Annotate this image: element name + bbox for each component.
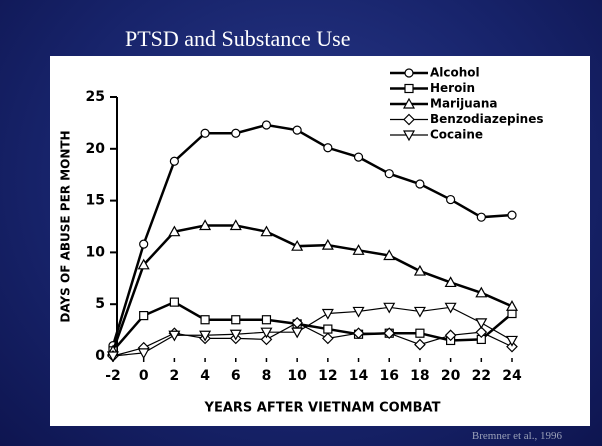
y-tick-label: 0	[95, 348, 105, 364]
y-axis-label: DAYS OF ABUSE PER MONTH	[59, 130, 73, 322]
x-tick-label: 20	[441, 368, 461, 384]
legend-label: Benzodiazepines	[430, 112, 544, 126]
legend-marker	[402, 97, 416, 109]
data-point	[200, 128, 210, 138]
data-point	[446, 194, 456, 205]
data-point	[352, 327, 365, 340]
data-point	[291, 239, 304, 251]
x-tick-label: 6	[231, 368, 241, 384]
data-point	[229, 329, 242, 341]
source: Bremner et al., 1996	[471, 430, 562, 442]
x-axis-label: YEARS AFTER VIETNAM COMBAT	[204, 401, 441, 416]
x-tick-label: 14	[349, 368, 369, 384]
x-tick-label: 24	[502, 368, 522, 384]
data-point	[199, 330, 212, 342]
data-point	[475, 326, 488, 339]
legend-marker	[402, 130, 416, 142]
series-line	[112, 322, 513, 357]
x-tick-label: 10	[287, 368, 307, 384]
data-point	[415, 179, 425, 189]
x-tick-label: 18	[410, 368, 429, 384]
chart-panel: 0 5 10 15 20 25 -2 0 2 4 6 8 10 12 14 16 18 20 22 24 YEARS A…	[50, 56, 590, 426]
data-point	[413, 306, 426, 318]
data-point	[415, 328, 425, 338]
data-point	[200, 315, 210, 325]
data-point	[444, 302, 457, 314]
data-point	[292, 125, 302, 135]
data-point	[505, 300, 519, 311]
data-point	[229, 219, 242, 231]
x-tick-label: 8	[262, 368, 272, 384]
data-point	[260, 225, 273, 237]
data-point	[352, 244, 365, 255]
data-point	[323, 324, 333, 334]
legend-label: Heroin	[430, 81, 475, 95]
data-point	[352, 306, 365, 318]
data-point	[353, 152, 364, 162]
data-point	[505, 335, 519, 347]
data-point	[383, 327, 396, 340]
data-point	[168, 225, 181, 237]
series-line	[112, 300, 513, 352]
slide-title: PTSD and Substance Use	[125, 26, 351, 51]
data-point	[321, 308, 334, 320]
data-point	[444, 276, 457, 288]
y-tick-label: 5	[95, 296, 105, 312]
data-point	[291, 327, 304, 339]
y-tick-label: 20	[86, 141, 106, 157]
x-tick-label: 22	[472, 368, 491, 384]
data-point	[475, 318, 488, 330]
legend-marker	[404, 68, 414, 78]
data-point	[168, 330, 181, 342]
data-point	[231, 315, 241, 325]
data-point	[106, 351, 120, 363]
data-point	[199, 219, 212, 231]
series-line	[111, 123, 513, 347]
legend-label: Marijuana	[430, 97, 497, 111]
data-point	[137, 258, 150, 270]
data-point	[261, 120, 272, 130]
series-line	[111, 224, 513, 352]
data-point	[169, 156, 179, 166]
legend-label: Alcohol	[430, 66, 480, 80]
x-tick-label: 2	[170, 368, 180, 384]
data-point	[475, 286, 488, 298]
legend-marker	[404, 83, 414, 94]
legend-label: Cocaine	[430, 128, 483, 142]
data-point	[260, 327, 273, 339]
x-tick-label: 4	[200, 368, 210, 384]
data-point	[321, 238, 334, 250]
data-point	[139, 239, 149, 249]
data-point	[507, 210, 517, 220]
data-point	[413, 264, 426, 276]
data-point	[384, 169, 394, 179]
x-tick-label: -2	[105, 368, 121, 384]
legend-marker	[403, 113, 415, 126]
x-tick-label: 16	[379, 368, 398, 384]
data-point	[414, 338, 426, 351]
data-point	[383, 302, 396, 314]
data-point	[260, 333, 273, 346]
x-tick-label: 12	[318, 368, 337, 384]
data-point	[323, 143, 333, 153]
data-point	[383, 249, 396, 261]
y-tick-label: 15	[86, 193, 105, 209]
data-point	[261, 315, 272, 325]
data-point	[321, 332, 334, 345]
data-point	[137, 348, 150, 360]
data-point	[169, 297, 179, 307]
x-tick-label: 0	[139, 368, 149, 384]
y-tick-label: 25	[86, 89, 105, 105]
data-point	[139, 310, 149, 321]
series-line	[112, 306, 513, 357]
y-tick-label: 10	[86, 244, 106, 260]
data-point	[476, 212, 486, 222]
data-point	[231, 128, 241, 138]
data-point	[444, 329, 457, 342]
